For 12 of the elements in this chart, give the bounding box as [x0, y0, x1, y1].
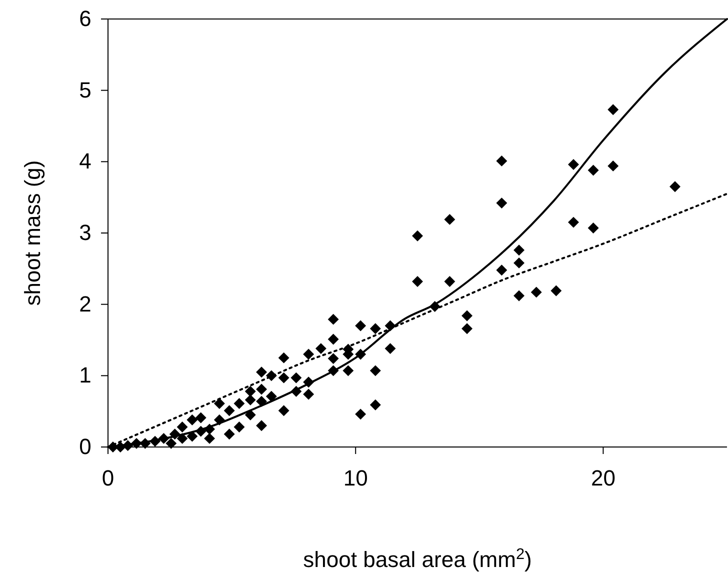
y-tick-label: 6: [79, 6, 92, 32]
y-tick-label: 3: [79, 220, 92, 246]
y-tick-label: 0: [79, 434, 92, 460]
x-axis-title: shoot basal area (mm$^{2}$): [303, 546, 532, 572]
x-tick-label: 0: [102, 466, 114, 491]
y-tick-label: 4: [79, 148, 92, 174]
y-axis-title: shoot mass (g): [20, 160, 45, 306]
y-tick-label: 1: [79, 362, 92, 388]
x-tick-label: 20: [590, 466, 616, 491]
y-tick-label: 5: [79, 77, 92, 102]
x-tick-label: 10: [343, 466, 368, 491]
y-tick-label: 2: [79, 291, 92, 316]
